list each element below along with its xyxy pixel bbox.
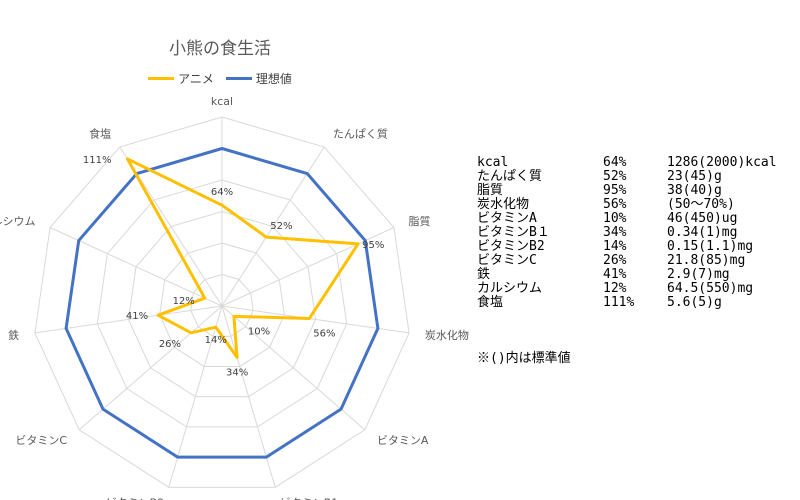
table-row: 炭水化物 56% (50～70%) [477, 198, 777, 212]
table-row: kcal 64% 1286(2000)kcal [477, 156, 777, 170]
nutrient-percent: 56% [603, 197, 627, 212]
axis-label: 炭水化物 [425, 328, 469, 342]
table-footnote: ※()内は標準値 [477, 351, 571, 366]
table-row: 脂質 95% 38(40)g [477, 184, 777, 198]
nutrient-name: たんぱく質 [477, 169, 543, 184]
nutrient-amount: (50～70%) [667, 197, 735, 212]
nutrient-name: ビタミンA [477, 211, 537, 226]
table-row: 鉄 41% 2.9(7)mg [477, 268, 777, 282]
nutrient-amount: 38(40)g [667, 183, 722, 198]
legend-label-anime: アニメ [178, 72, 214, 86]
axis-label: ビタミンB2 [106, 497, 165, 500]
data-label: 64% [211, 187, 233, 198]
nutrient-name: 鉄 [477, 267, 491, 282]
series-line-anime [125, 157, 360, 359]
axis-label: 脂質 [408, 214, 430, 228]
axis-label: ビタミンC [15, 434, 67, 447]
nutrient-percent: 64% [603, 155, 627, 170]
nutrient-percent: 111% [603, 295, 635, 310]
legend-swatch-ideal [225, 77, 252, 80]
nutrient-name: 脂質 [477, 183, 504, 198]
axis-label: ビタミンB1 [280, 497, 339, 500]
legend-item-ideal: 理想値 [225, 70, 292, 87]
data-label: 111% [83, 155, 112, 166]
nutrient-amount: 23(45)g [667, 169, 722, 184]
data-label: 95% [362, 240, 384, 251]
nutrient-name: ビタミンB2 [477, 239, 545, 254]
axis-label: たんぱく質 [333, 127, 388, 141]
nutrition-table: kcal 64% 1286(2000)kcal たんぱく質 52% 23(45)g 脂質 95… [477, 156, 777, 310]
chart-title: 小熊の食生活 [169, 39, 271, 59]
data-label: 41% [126, 311, 148, 322]
nutrient-amount: 0.15(1.1)mg [667, 239, 754, 254]
data-label: 14% [205, 335, 227, 346]
axis-label: 鉄 [8, 328, 19, 342]
table-row: ビタミンB2 14% 0.15(1.1)mg [477, 240, 777, 254]
table-row: たんぱく質 52% 23(45)g [477, 170, 777, 184]
nutrient-amount: 46(450)ug [667, 211, 738, 226]
nutrient-name: ビタミンC [477, 253, 537, 268]
nutrient-name: ビタミンB１ [477, 225, 550, 240]
legend-item-anime: アニメ [148, 70, 214, 87]
nutrient-percent: 95% [603, 183, 627, 198]
legend-swatch-anime [148, 77, 175, 80]
grid-ring [34, 116, 410, 488]
nutrient-amount: 21.8(85)mg [667, 253, 746, 268]
nutrient-percent: 26% [603, 253, 627, 268]
nutrient-percent: 10% [603, 211, 627, 226]
grid-ring [159, 242, 285, 367]
nutrient-percent: 52% [603, 169, 627, 184]
nutrient-amount: 5.6(5)g [667, 295, 722, 310]
axis-label: カルシウム [0, 215, 36, 228]
data-label: 10% [248, 326, 270, 337]
nutrient-name: カルシウム [477, 281, 543, 296]
nutrient-amount: 0.34(1)mg [667, 225, 738, 240]
axis-label: 食塩 [89, 127, 111, 141]
data-label: 52% [270, 221, 292, 232]
series-line-ideal [64, 147, 380, 459]
data-label: 34% [226, 367, 248, 378]
nutrient-amount: 2.9(7)mg [667, 267, 730, 282]
axis-label: kcal [211, 95, 233, 108]
axis-label: ビタミンA [377, 434, 429, 447]
nutrient-amount: 1286(2000)kcal [667, 155, 777, 170]
nutrient-name: 炭水化物 [477, 197, 530, 212]
grid-ring [127, 210, 317, 398]
table-row: カルシウム 12% 64.5(550)mg [477, 282, 777, 296]
table-row: 食塩 111% 5.6(5)g [477, 296, 777, 310]
table-row: ビタミンB１ 34% 0.34(1)mg [477, 226, 777, 240]
chart-legend: アニメ 理想値 [0, 70, 440, 87]
nutrient-percent: 34% [603, 225, 627, 240]
table-row: ビタミンA 10% 46(450)ug [477, 212, 777, 226]
table-row: ビタミンC 26% 21.8(85)mg [477, 254, 777, 268]
nutrient-name: 食塩 [477, 295, 504, 310]
legend-label-ideal: 理想値 [255, 72, 292, 86]
nutrient-amount: 64.5(550)mg [667, 281, 754, 296]
data-label: 12% [173, 296, 195, 307]
data-label: 56% [313, 329, 335, 340]
nutrient-percent: 12% [603, 281, 627, 296]
grid-spoke [78, 305, 223, 431]
grid-ring [96, 179, 348, 428]
nutrient-percent: 14% [603, 239, 627, 254]
data-label: 26% [159, 339, 181, 350]
nutrient-percent: 41% [603, 267, 627, 282]
nutrient-name: kcal [477, 155, 509, 170]
